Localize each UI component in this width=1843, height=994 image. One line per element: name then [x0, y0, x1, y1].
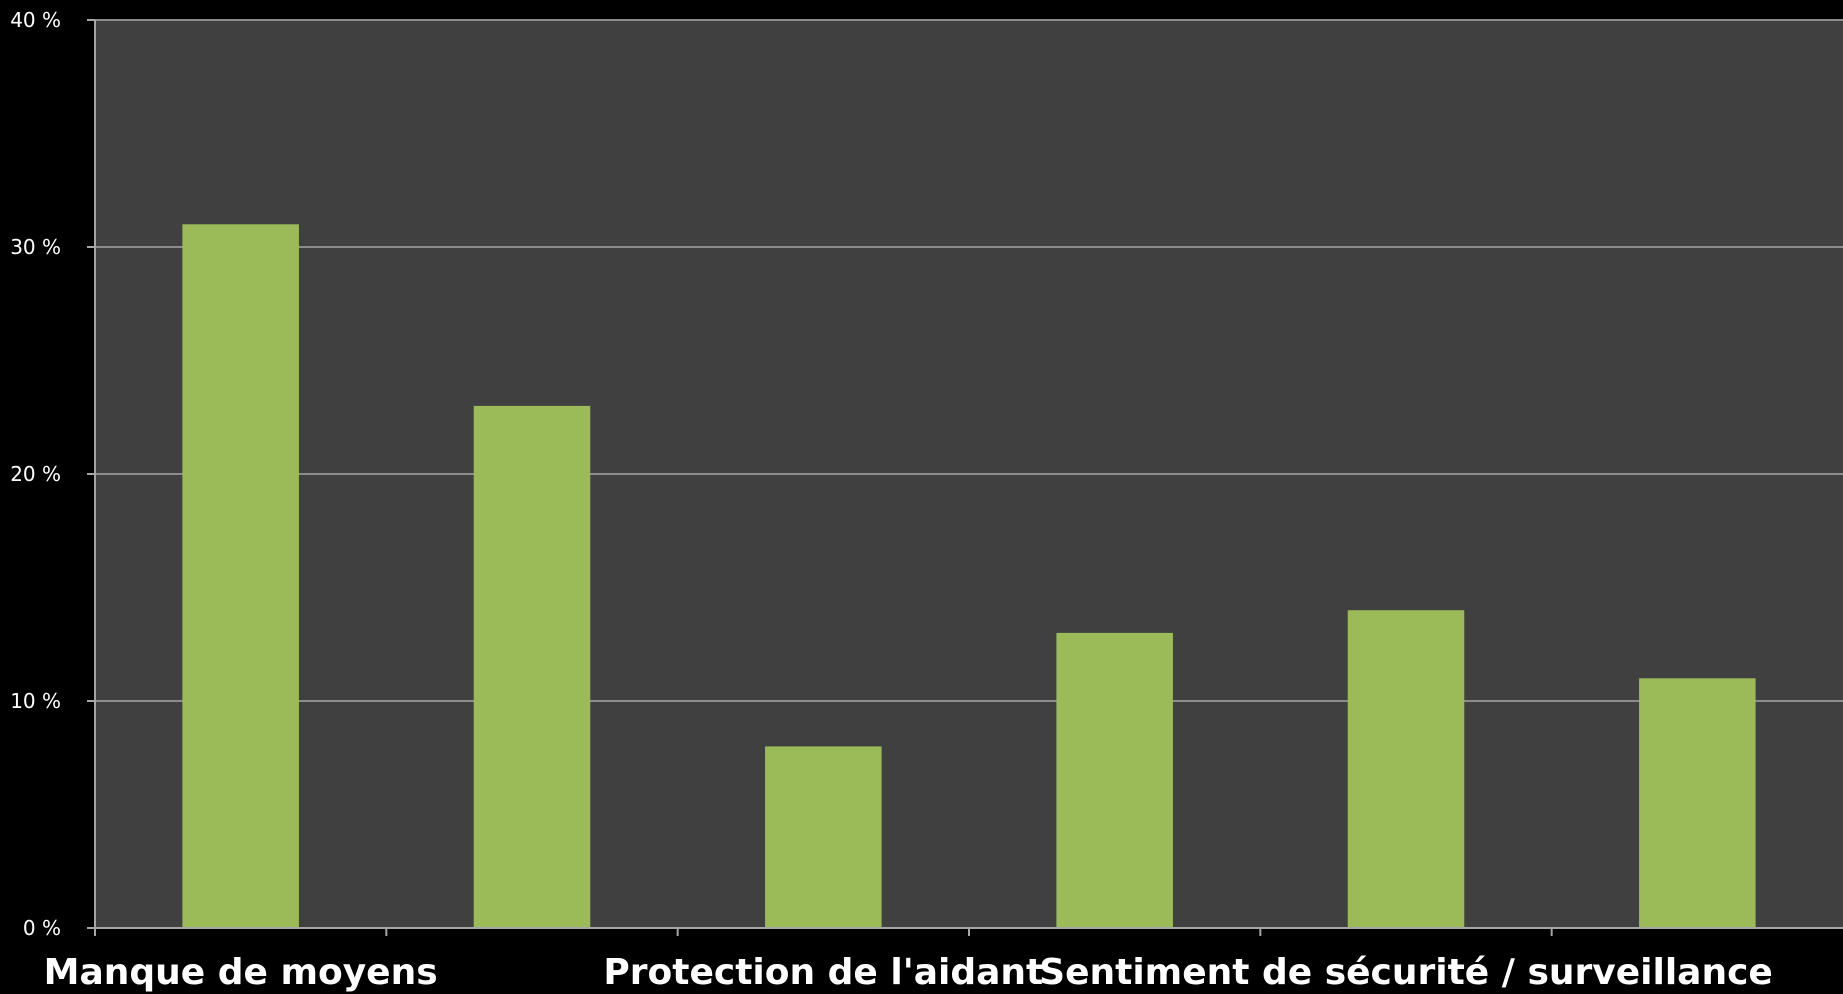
bar-1 — [473, 405, 591, 928]
bar-0 — [182, 224, 299, 929]
bars — [182, 224, 1756, 929]
y-tick-label-1: 10 % — [10, 689, 61, 713]
bar-4 — [1347, 610, 1465, 928]
y-tick-labels: 0 % 10 % 20 % 30 % 40 % — [10, 8, 61, 940]
axes — [87, 19, 1843, 936]
x-category-label-0: Manque de moyens — [44, 952, 438, 993]
bar-5 — [1639, 678, 1756, 928]
y-tick-label-3: 30 % — [10, 235, 61, 259]
x-category-label-2: Protection de l'aidant — [603, 952, 1043, 993]
y-tick-label-2: 20 % — [10, 462, 61, 486]
x-category-labels: Manque de moyens Protection de l'aidantSe… — [44, 952, 1773, 993]
y-tick-label-4: 40 % — [10, 8, 61, 32]
grid-lines — [95, 19, 1843, 702]
bar-3 — [1056, 632, 1173, 928]
x-category-label-4: Sentiment de sécurité / surveillance — [1039, 952, 1773, 993]
bar-2 — [765, 746, 882, 928]
y-tick-label-0: 0 % — [23, 916, 61, 940]
